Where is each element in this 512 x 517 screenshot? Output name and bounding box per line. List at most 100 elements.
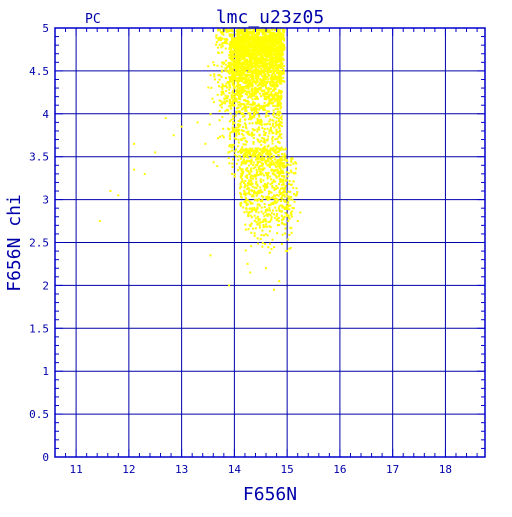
data-point: [262, 141, 265, 143]
data-point: [274, 194, 277, 197]
data-point: [278, 161, 281, 164]
data-point: [263, 189, 266, 191]
data-point: [254, 68, 257, 71]
data-point: [272, 81, 275, 84]
data-point: [235, 107, 238, 110]
x-tick-label: 11: [69, 463, 82, 476]
data-point: [267, 163, 270, 166]
data-point: [240, 68, 243, 71]
data-point: [251, 54, 254, 57]
data-point: [221, 61, 224, 64]
data-point: [241, 41, 244, 44]
data-point: [272, 109, 275, 112]
data-point: [272, 122, 274, 125]
data-point: [207, 65, 210, 68]
data-point: [273, 39, 276, 42]
data-point: [243, 46, 246, 49]
data-point: [257, 59, 260, 62]
data-point: [224, 94, 227, 97]
data-point: [262, 85, 264, 88]
data-point: [269, 67, 272, 70]
data-point: [234, 100, 237, 103]
data-point: [282, 179, 285, 182]
data-point: [282, 205, 284, 208]
data-point: [244, 183, 247, 186]
data-point: [275, 78, 278, 81]
data-point: [224, 69, 227, 72]
data-point: [268, 120, 271, 123]
data-point: [251, 56, 254, 59]
data-point: [296, 220, 299, 222]
data-point: [275, 113, 278, 116]
data-point: [279, 112, 282, 115]
data-point: [270, 53, 272, 56]
data-point: [242, 113, 245, 115]
data-point: [250, 103, 253, 106]
data-point: [229, 56, 232, 59]
data-point: [264, 73, 267, 76]
data-point: [270, 98, 273, 101]
data-point: [231, 91, 234, 94]
data-point: [253, 48, 256, 51]
data-point: [244, 54, 247, 57]
data-point: [239, 59, 242, 62]
data-point: [262, 195, 265, 198]
data-point: [271, 136, 274, 138]
data-point: [236, 45, 239, 48]
data-point: [261, 229, 264, 232]
data-point: [213, 75, 216, 78]
data-point: [245, 46, 248, 49]
data-point: [245, 31, 247, 34]
data-point: [255, 180, 258, 183]
data-point: [282, 68, 285, 70]
data-point: [261, 137, 264, 140]
data-point: [247, 67, 250, 70]
data-point: [271, 182, 274, 185]
data-point: [239, 85, 242, 88]
data-point: [275, 82, 278, 85]
data-point: [228, 91, 231, 94]
data-point: [238, 61, 241, 64]
data-point: [281, 66, 284, 69]
data-point: [240, 138, 243, 141]
data-point: [282, 216, 285, 219]
data-point: [271, 69, 274, 72]
data-point: [267, 157, 270, 160]
data-point: [272, 170, 275, 173]
data-point: [266, 234, 269, 237]
data-point: [257, 62, 260, 65]
data-point: [296, 191, 299, 194]
data-point: [253, 59, 256, 62]
data-point: [229, 50, 232, 53]
data-point: [237, 120, 240, 123]
data-point: [269, 242, 271, 245]
data-point: [230, 77, 233, 80]
data-point: [272, 119, 275, 122]
data-point: [274, 174, 277, 177]
data-point: [256, 138, 259, 141]
data-point: [236, 130, 239, 133]
data-point: [279, 164, 282, 167]
data-point: [280, 55, 283, 58]
data-point: [229, 35, 232, 38]
data-point: [252, 39, 255, 42]
data-point: [217, 46, 219, 49]
data-point: [236, 77, 239, 80]
data-point: [268, 198, 271, 201]
data-point: [267, 45, 270, 48]
data-point: [268, 81, 271, 84]
data-point: [277, 123, 280, 126]
x-tick-label: 15: [281, 463, 294, 476]
data-point: [260, 234, 263, 237]
data-point: [281, 165, 284, 168]
data-point: [254, 158, 257, 161]
data-point: [255, 155, 258, 158]
data-point: [246, 154, 249, 157]
data-point: [251, 45, 254, 48]
data-point: [246, 159, 249, 162]
data-point: [251, 46, 254, 49]
data-point: [273, 246, 276, 249]
data-point: [271, 96, 274, 99]
data-point: [264, 32, 267, 35]
